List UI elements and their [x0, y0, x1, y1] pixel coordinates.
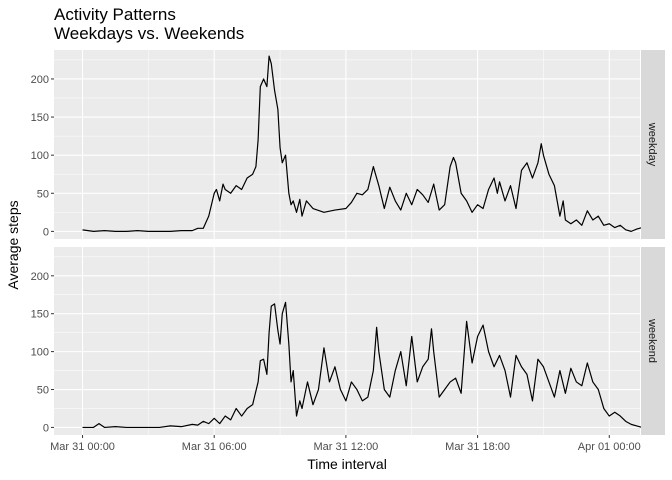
- x-axis: Mar 31 00:00 Mar 31 06:00 Mar 31 12:00 Mar …: [50, 435, 641, 453]
- facet-strip: [641, 247, 665, 435]
- y-tick-label: 100: [31, 347, 49, 359]
- y-tick-label: 150: [31, 309, 49, 321]
- y-tick-label: 50: [37, 385, 49, 397]
- panel-weekday: 0 50 100 150 200 weekday: [31, 50, 665, 239]
- chart-subtitle: Weekdays vs. Weekends: [54, 24, 244, 43]
- series-line-weekend: [82, 301, 659, 429]
- x-axis-title: Time interval: [307, 456, 387, 472]
- y-tick-label: 50: [37, 188, 49, 200]
- y-tick-label: 0: [43, 422, 49, 434]
- x-tick-label: Mar 31 06:00: [182, 441, 247, 453]
- facet-label-weekend: weekend: [646, 318, 658, 363]
- y-tick-label: 200: [31, 74, 49, 86]
- y-tick-label: 150: [31, 112, 49, 124]
- chart-title: Activity Patterns: [54, 5, 176, 24]
- series-line-weekday: [82, 55, 659, 232]
- panel-background: [54, 247, 640, 435]
- panel-weekend: 0 50 100 150 200 weekend: [31, 247, 665, 435]
- facet-panels: 0 50 100 150 200 weekday 0 50 100 150 200 weekend: [31, 50, 665, 435]
- y-tick-label: 100: [31, 150, 49, 162]
- y-tick-label: 200: [31, 271, 49, 283]
- facet-label-weekday: weekday: [646, 122, 658, 167]
- facet-strip: [641, 50, 665, 239]
- x-tick-label: Apr 01 00:00: [578, 441, 641, 453]
- y-tick-label: 0: [43, 226, 49, 238]
- x-tick-label: Mar 31 12:00: [313, 441, 378, 453]
- panel-background: [54, 50, 640, 239]
- y-axis-title: Average steps: [5, 200, 21, 289]
- x-tick-label: Mar 31 00:00: [50, 441, 115, 453]
- x-tick-label: Mar 31 18:00: [445, 441, 510, 453]
